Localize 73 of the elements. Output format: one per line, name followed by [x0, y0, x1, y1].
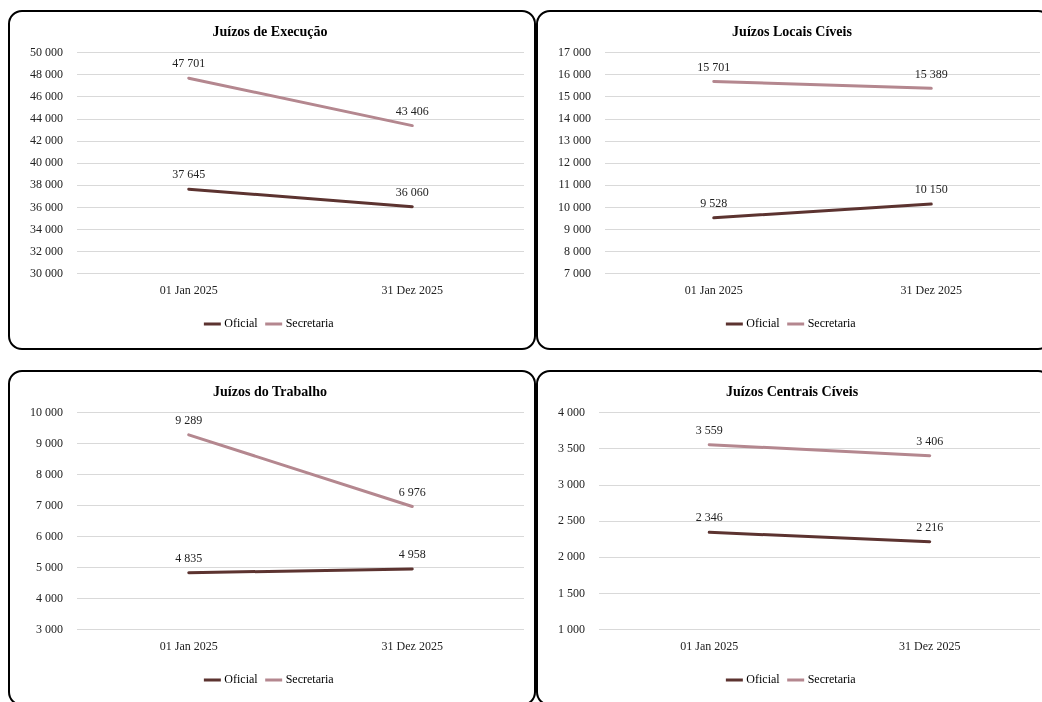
y-tick-label: 12 000 [558, 155, 591, 170]
y-tick-label: 3 000 [558, 477, 585, 492]
y-tick-label: 1 000 [558, 621, 585, 636]
y-tick-label: 46 000 [30, 89, 63, 104]
y-tick-label: 17 000 [558, 44, 591, 59]
data-label: 3 406 [916, 433, 944, 448]
y-tick-label: 30 000 [30, 265, 63, 280]
legend-label: Oficial [746, 316, 781, 331]
y-tick-label: 4 000 [558, 404, 585, 419]
chart-title: Juízos Centrais Cíveis [725, 384, 859, 400]
x-tick-label: 01 Jan 2025 [680, 638, 739, 653]
x-tick-label: 01 Jan 2025 [159, 282, 218, 297]
x-tick-label: 01 Jan 2025 [159, 638, 218, 653]
data-label: 4 958 [398, 547, 426, 562]
y-tick-label: 15 000 [558, 89, 591, 104]
y-tick-label: 2 000 [558, 549, 585, 564]
y-tick-label: 3 000 [36, 621, 63, 636]
data-label: 3 559 [695, 422, 723, 437]
x-tick-label: 31 Dez 2025 [381, 638, 443, 653]
data-label: 2 216 [916, 519, 944, 534]
data-label: 9 528 [700, 195, 728, 210]
y-tick-label: 34 000 [30, 221, 63, 236]
y-tick-label: 42 000 [30, 133, 63, 148]
data-label: 36 060 [395, 184, 429, 199]
legend-label: Secretaria [285, 316, 335, 331]
data-label: 15 389 [914, 66, 948, 81]
y-tick-label: 3 500 [558, 441, 585, 456]
y-tick-label: 7 000 [36, 497, 63, 512]
chart-title: Juízos de Execução [212, 24, 328, 40]
y-tick-label: 14 000 [558, 111, 591, 126]
y-tick-label: 40 000 [30, 155, 63, 170]
data-label: 37 645 [172, 167, 206, 182]
legend-label: Secretaria [285, 672, 335, 687]
x-tick-label: 31 Dez 2025 [900, 282, 962, 297]
y-tick-label: 48 000 [30, 67, 63, 82]
data-label: 15 701 [697, 59, 731, 74]
data-label: 4 835 [175, 550, 203, 565]
y-tick-label: 2 500 [558, 513, 585, 528]
x-tick-label: 31 Dez 2025 [899, 638, 961, 653]
data-label: 43 406 [395, 103, 429, 118]
y-tick-label: 44 000 [30, 111, 63, 126]
chart-title: Juízos Locais Cíveis [732, 24, 853, 40]
y-tick-label: 9 000 [564, 221, 591, 236]
data-label: 10 150 [914, 182, 948, 197]
x-tick-label: 01 Jan 2025 [684, 282, 743, 297]
y-tick-label: 32 000 [30, 243, 63, 258]
chart-title: Juízos do Trabalho [213, 384, 327, 400]
legend-label: Oficial [224, 316, 259, 331]
y-tick-label: 8 000 [564, 243, 591, 258]
data-label: 6 976 [398, 484, 426, 499]
y-tick-label: 11 000 [558, 177, 591, 192]
legend-label: Oficial [746, 672, 781, 687]
y-tick-label: 13 000 [558, 133, 591, 148]
y-tick-label: 10 000 [30, 404, 63, 419]
legend-label: Secretaria [807, 672, 857, 687]
y-tick-label: 16 000 [558, 67, 591, 82]
y-tick-label: 9 000 [36, 435, 63, 450]
y-tick-label: 4 000 [36, 590, 63, 605]
y-tick-label: 38 000 [30, 177, 63, 192]
y-tick-label: 36 000 [30, 199, 63, 214]
legend-label: Oficial [224, 672, 259, 687]
y-tick-label: 10 000 [558, 199, 591, 214]
legend-label: Secretaria [807, 316, 857, 331]
y-tick-label: 50 000 [30, 44, 63, 59]
y-tick-label: 7 000 [564, 265, 591, 280]
y-tick-label: 5 000 [36, 559, 63, 574]
y-tick-label: 8 000 [36, 466, 63, 481]
x-tick-label: 31 Dez 2025 [381, 282, 443, 297]
data-label: 9 289 [175, 412, 203, 427]
data-label: 2 346 [695, 510, 723, 525]
y-tick-label: 6 000 [36, 528, 63, 543]
y-tick-label: 1 500 [558, 585, 585, 600]
data-label: 47 701 [172, 56, 206, 71]
